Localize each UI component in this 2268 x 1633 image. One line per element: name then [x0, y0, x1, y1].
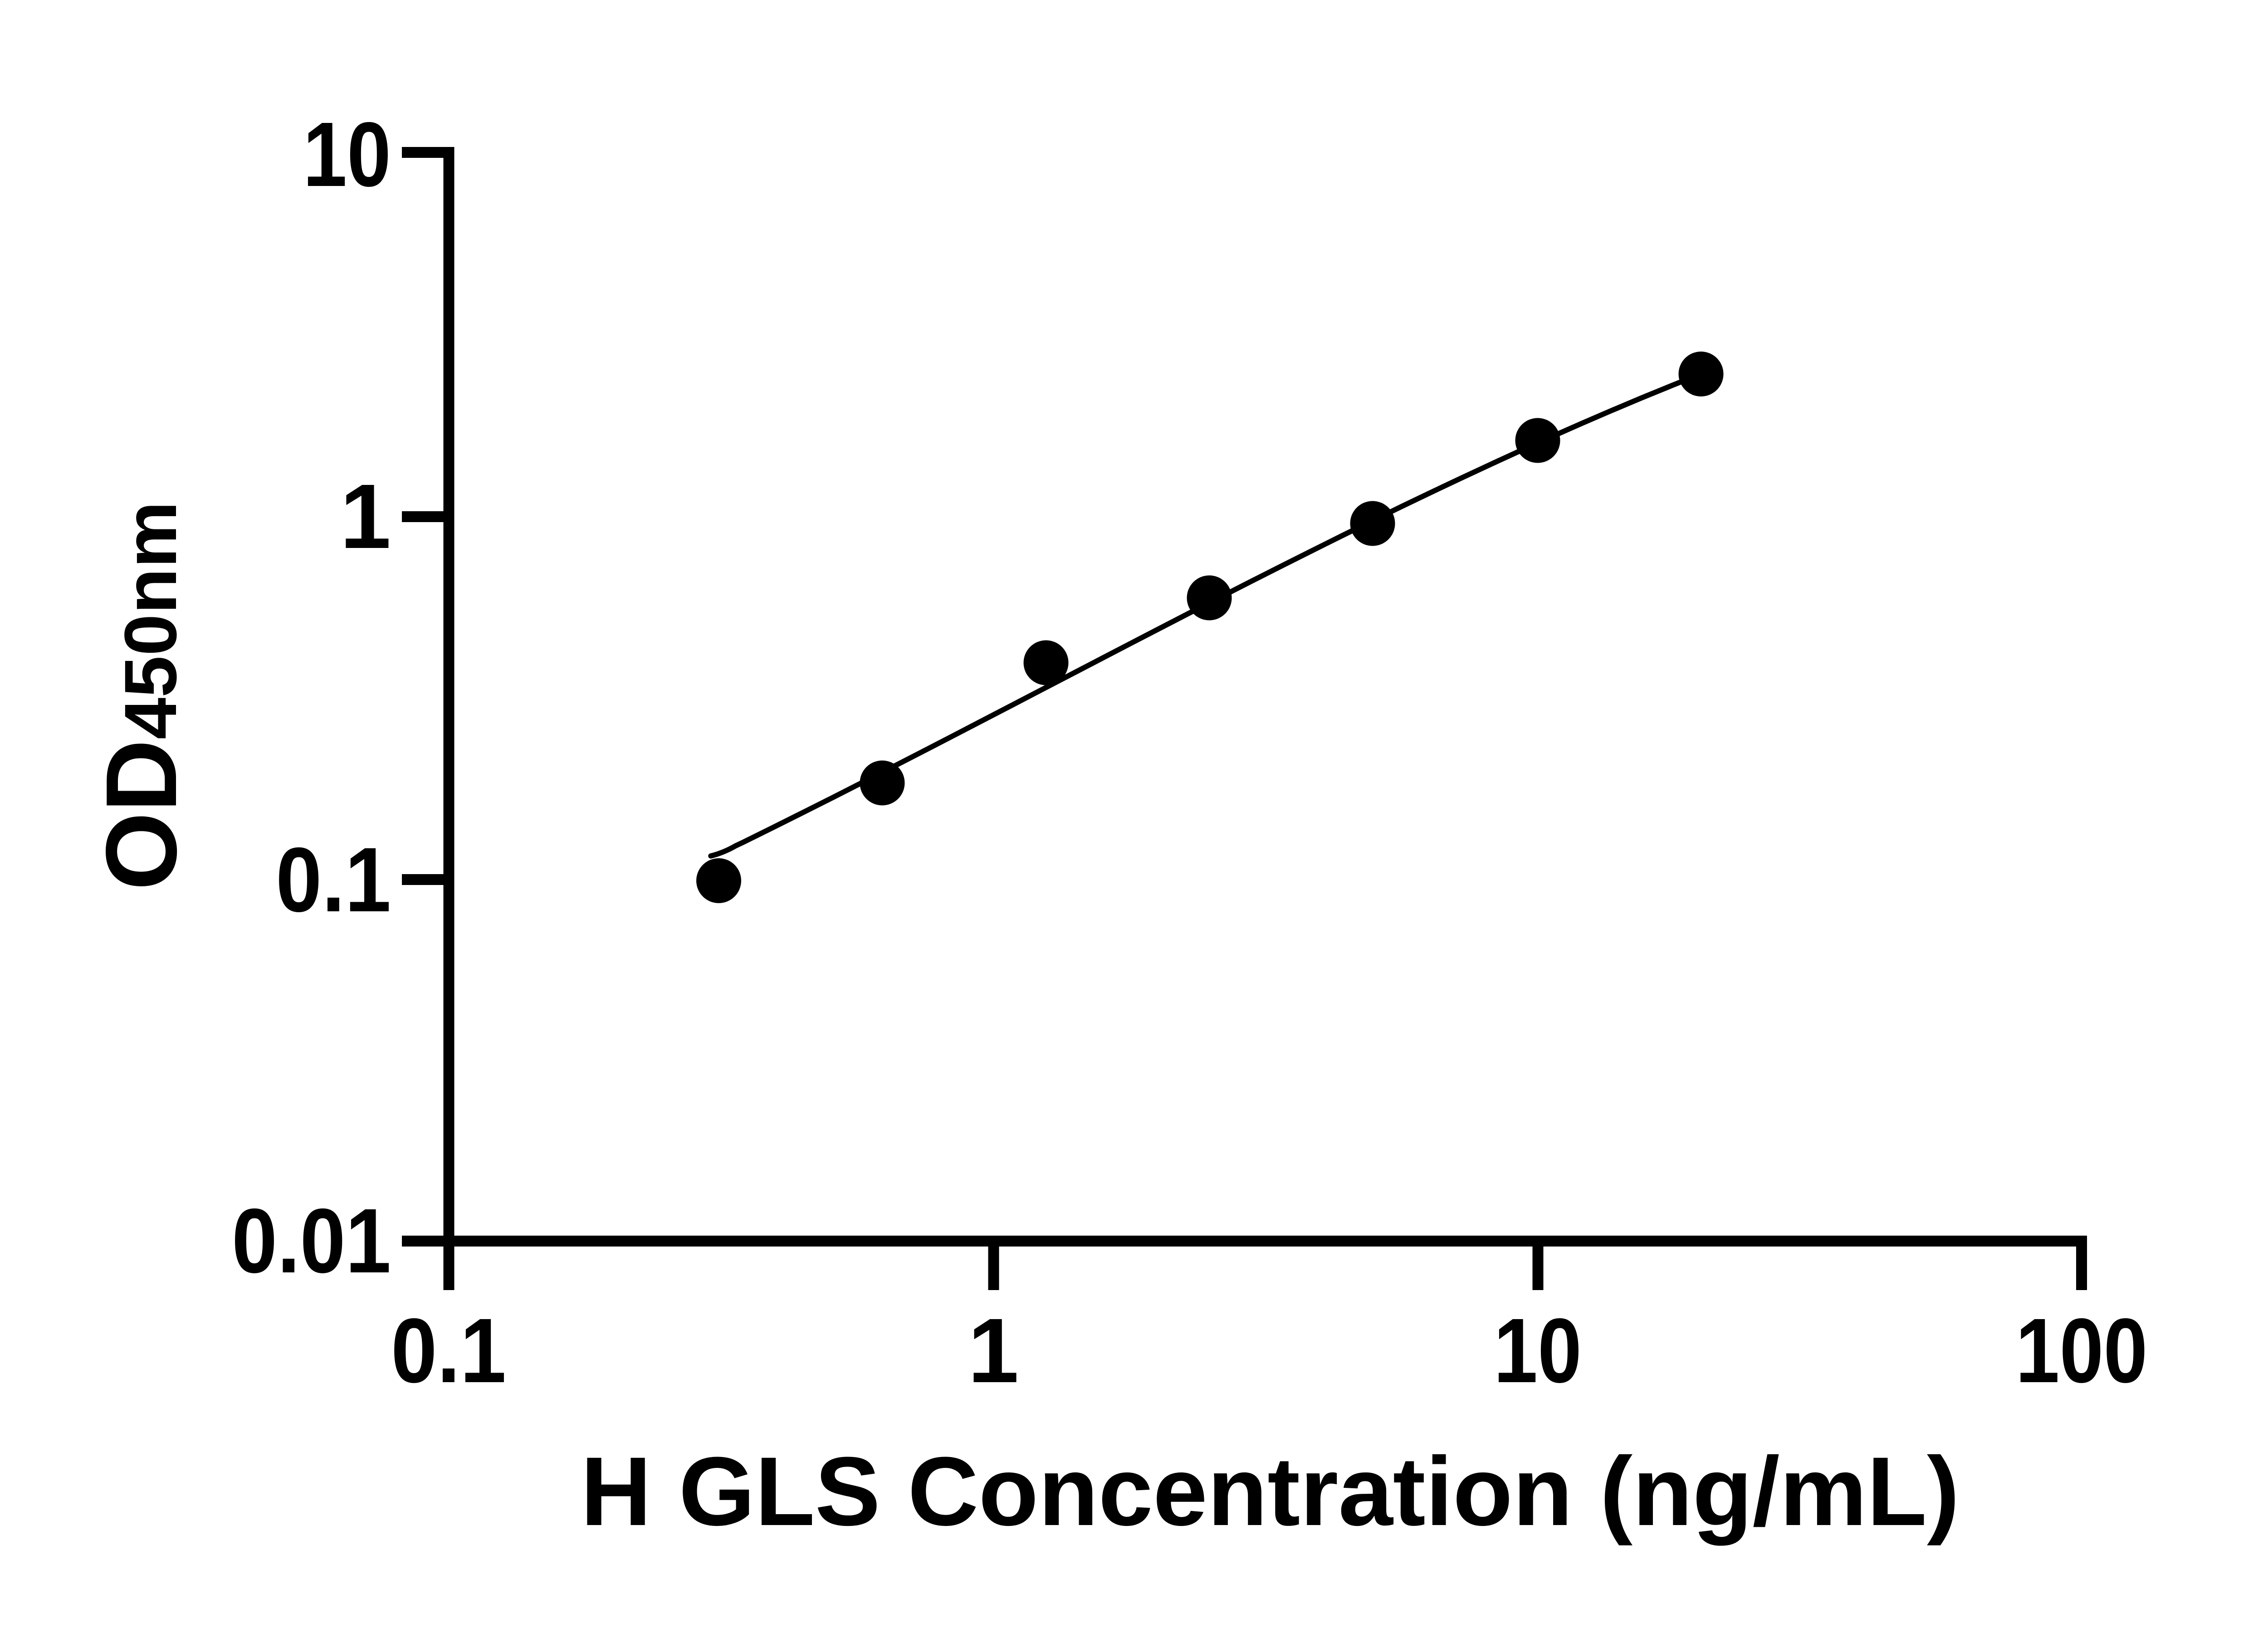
svg-text:0.1: 0.1 — [276, 828, 391, 931]
svg-text:10: 10 — [303, 103, 391, 205]
svg-text:OD: OD — [85, 739, 198, 890]
svg-text:0.01: 0.01 — [232, 1189, 391, 1292]
svg-text:H GLS Concentration (ng/mL): H GLS Concentration (ng/mL) — [581, 1437, 1960, 1546]
svg-text:10: 10 — [1494, 1299, 1582, 1402]
svg-text:100: 100 — [2016, 1299, 2148, 1402]
svg-text:1: 1 — [968, 1299, 1019, 1402]
svg-text:1: 1 — [340, 465, 391, 567]
svg-text:0.1: 0.1 — [391, 1299, 506, 1402]
svg-text:450nm: 450nm — [109, 501, 192, 739]
